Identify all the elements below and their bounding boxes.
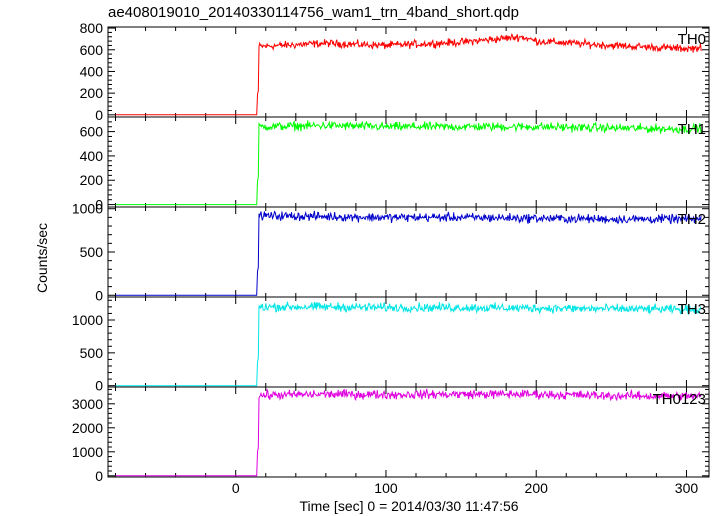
x-tick-label: 100 <box>374 480 398 496</box>
series-line-th2 <box>115 210 702 296</box>
y-tick-label: 600 <box>80 42 104 58</box>
series-label: TH2 <box>678 211 706 228</box>
panel-th0123: 0 1000 2000 3000 TH0123 <box>72 386 710 484</box>
series-label: TH0 <box>678 31 706 48</box>
y-tick-label: 3000 <box>72 396 103 412</box>
y-tick-label: 400 <box>80 63 104 79</box>
y-tick-label: 2000 <box>72 420 103 436</box>
series-line-th3 <box>115 301 702 387</box>
series-label: TH3 <box>678 301 706 318</box>
series-line-th0123 <box>115 388 702 477</box>
series-line-th1 <box>115 120 702 206</box>
panel-frame <box>107 386 710 478</box>
y-tick-label: 0 <box>95 287 103 303</box>
series-label: TH0123 <box>653 391 706 408</box>
panel-th3: 0 500 1000 TH3 <box>72 296 710 394</box>
y-tick-label: 500 <box>80 244 104 260</box>
panel-th2: 0 500 1000 TH2 <box>72 201 710 303</box>
y-tick-label: 1000 <box>72 201 103 217</box>
y-tick-label: 1000 <box>72 312 103 328</box>
y-tick-label: 400 <box>80 148 104 164</box>
panel-th0: 0 200 400 600 800 TH0 <box>80 20 710 123</box>
panel-th1: 0 200 400 600 TH1 <box>80 116 710 213</box>
y-tick-label: 0 <box>95 468 103 484</box>
y-tick-label: 200 <box>80 172 104 188</box>
x-axis-label: Time [sec] 0 = 2014/03/30 11:47:56 <box>299 498 518 514</box>
panel-frame <box>107 116 710 208</box>
y-tick-label: 600 <box>80 124 104 140</box>
y-tick-label: 0 <box>95 378 103 394</box>
y-tick-label: 500 <box>80 345 104 361</box>
panel-frame <box>107 26 710 118</box>
y-tick-label: 0 <box>95 107 103 123</box>
y-tick-label: 200 <box>80 85 104 101</box>
x-tick-label: 0 <box>232 480 240 496</box>
y-axis-label: Counts/sec <box>34 223 50 293</box>
y-tick-label: 0 <box>95 197 103 213</box>
x-tick-label: 200 <box>525 480 549 496</box>
chart-title: ae408019010_20140330114756_wam1_trn_4ban… <box>108 4 519 21</box>
y-tick-label: 800 <box>80 20 104 36</box>
series-label: TH1 <box>678 121 706 138</box>
y-tick-label: 1000 <box>72 444 103 460</box>
x-tick-label: 300 <box>675 480 699 496</box>
series-line-th0 <box>115 32 702 116</box>
